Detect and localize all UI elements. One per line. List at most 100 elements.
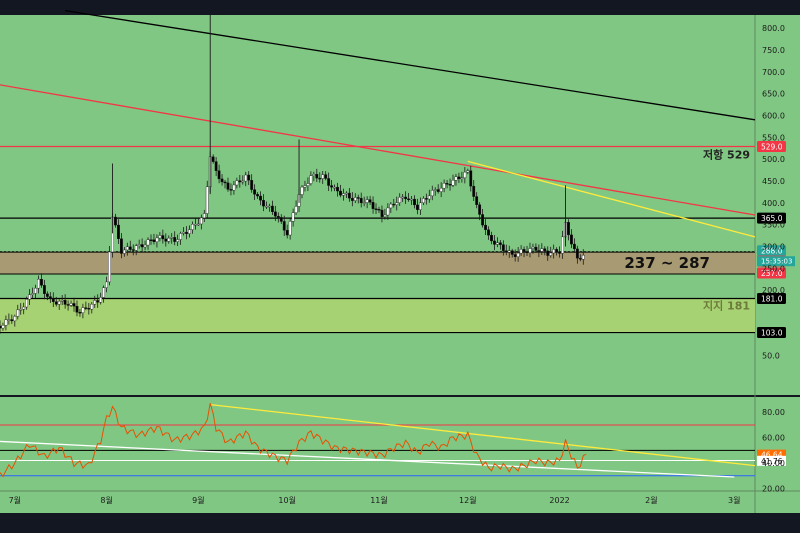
candle-body [347, 192, 351, 199]
candle-body [119, 238, 123, 254]
candle-body [191, 224, 194, 230]
rsi-badge-text: 41.76 [761, 457, 783, 466]
candle-body [507, 250, 511, 253]
pane-separator[interactable] [0, 395, 800, 397]
candle-body [108, 251, 111, 283]
price-badge [757, 245, 786, 257]
trendline-0 [65, 9, 756, 121]
candle-body [475, 196, 479, 205]
candle-body [493, 240, 496, 245]
candle-body [84, 307, 88, 309]
candle-body [22, 306, 26, 310]
candle-body [273, 211, 277, 217]
candle-body [262, 200, 265, 207]
rsi-badge [757, 455, 786, 466]
time-tick-label: 8월 [100, 495, 112, 505]
price-tick-label: 800.0 [762, 24, 785, 33]
candle-body [72, 303, 76, 307]
candle-body [371, 202, 375, 209]
candle-body [268, 205, 271, 208]
rsi-trendline-1 [210, 403, 756, 467]
time-tick-label: 11월 [370, 495, 388, 505]
candle-body [570, 234, 573, 245]
candle-body [410, 198, 413, 201]
price-tick-label: 300.0 [762, 242, 785, 251]
candle-body [534, 246, 538, 251]
candle-body [416, 204, 419, 210]
candle-body [37, 278, 40, 289]
candle-body [99, 297, 103, 303]
rsi-pane[interactable] [0, 397, 755, 491]
candle-body [525, 251, 529, 253]
candle-body [445, 183, 449, 185]
candle-body [439, 187, 443, 192]
candle-body [309, 175, 313, 184]
rsi-tick-label: 40.00 [762, 459, 785, 468]
candle-body [318, 177, 322, 180]
price-badge-text: 103.0 [761, 329, 783, 338]
time-axis[interactable] [0, 491, 800, 513]
candle-body [342, 193, 345, 196]
candle-body [513, 254, 517, 257]
candle-body [368, 199, 372, 203]
rsi-trendline-0 [0, 440, 735, 478]
price-tick-label: 500.0 [762, 155, 785, 164]
range-annotation: 237 ~ 287 [624, 254, 710, 272]
candle-body [528, 248, 532, 253]
candle-body [549, 252, 553, 256]
candle-body [117, 224, 120, 239]
candle-body [51, 298, 55, 302]
candle-body [60, 300, 64, 302]
candle-body [457, 176, 461, 180]
candle-body [413, 198, 416, 206]
candle-body [229, 189, 233, 191]
candle-body [63, 300, 67, 305]
price-pane[interactable] [0, 15, 755, 395]
candle-body [546, 250, 550, 256]
candle-body [324, 174, 328, 179]
candle-body [244, 174, 248, 182]
candle-body [315, 174, 319, 179]
candle-body [69, 303, 73, 306]
rsi-line [0, 403, 587, 478]
candle-body [125, 246, 129, 251]
candle-body [188, 229, 191, 234]
candle-body [75, 306, 79, 313]
candle-body [490, 235, 493, 242]
candle-body [383, 214, 387, 217]
candle-body [170, 237, 174, 239]
candle-body [401, 196, 405, 199]
trendline-1 [0, 84, 756, 216]
candle-body [16, 309, 20, 317]
price-tick-label: 200.0 [762, 286, 785, 295]
candle-body [359, 197, 363, 204]
candle-body [498, 242, 502, 245]
candle-body [161, 235, 165, 240]
candle-body [522, 249, 526, 252]
candle-body [395, 202, 399, 205]
candle-body [265, 205, 268, 208]
candle-body [481, 214, 485, 226]
candle-body [380, 209, 384, 217]
candle-body [238, 180, 242, 183]
price-badge [757, 327, 786, 339]
price-tick-label: 650.0 [762, 90, 785, 99]
price-badge-text: 237.0 [761, 269, 783, 278]
candle-body [389, 203, 393, 209]
candle-body [128, 246, 132, 250]
candle-body [419, 202, 422, 210]
candle-body [519, 249, 523, 254]
candle-body [558, 251, 561, 254]
price-tick-label: 700.0 [762, 68, 785, 77]
candle-body [102, 287, 106, 298]
candle-body [472, 185, 476, 197]
candle-body [19, 308, 23, 311]
candle-body [57, 301, 61, 305]
candle-body [336, 186, 339, 192]
candle-body [93, 300, 97, 305]
candle-body [164, 238, 168, 242]
candle-body [345, 192, 348, 195]
rsi-tick-label: 20.00 [762, 484, 785, 493]
